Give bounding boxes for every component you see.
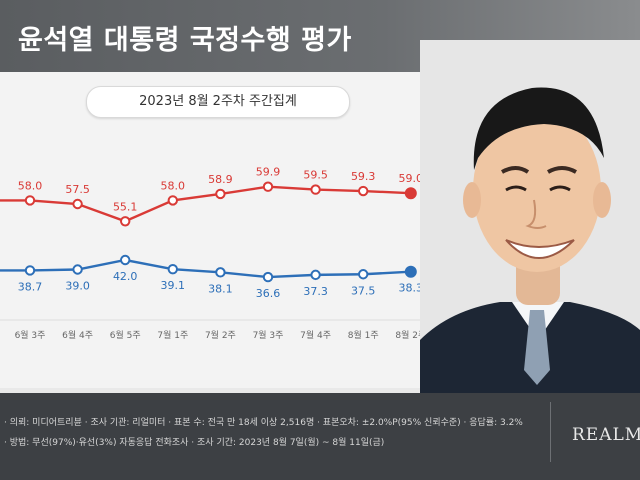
data-label-0-3: 58.0 (161, 179, 186, 192)
survey-footnote-line-1: · 의뢰: 미디어트리뷴 · 조사 기관: 리얼미터 · 표본 수: 전국 만 … (4, 418, 523, 428)
data-label-0-0: 58.0 (18, 179, 43, 192)
data-point-1-5 (262, 271, 274, 283)
data-point-0-4 (215, 188, 226, 200)
data-point-0-2 (120, 216, 131, 227)
series-line-1 (0, 258, 411, 279)
x-tick-label-7: 8월 1주 (348, 329, 379, 341)
subtitle-pill: 2023년 8월 2주차 주간집계 (86, 86, 350, 118)
data-point-0-1 (72, 198, 83, 210)
data-label-0-2: 55.1 (113, 200, 138, 213)
data-label-1-2: 42.0 (113, 270, 138, 283)
series-line-0 (0, 185, 411, 223)
chart-panel (0, 72, 490, 388)
line-chart: 58.0 57.5 55.1 58.0 58.9 59.9 59.5 59.3 59.0 38.7… (0, 166, 450, 341)
data-point-1-4 (215, 267, 226, 278)
data-point-1-0 (24, 265, 36, 276)
x-tick-label-5: 7월 3주 (253, 329, 284, 341)
data-point-0-0 (24, 195, 36, 206)
data-label-1-7: 37.5 (351, 284, 376, 297)
data-point-1-3 (167, 263, 179, 275)
x-tick-label-3: 7월 1주 (157, 329, 188, 341)
data-point-0-6 (310, 184, 321, 195)
chart-subtitle: 2023년 8월 2주차 주간집계 (139, 94, 297, 109)
data-label-1-1: 39.0 (65, 280, 90, 293)
footer-divider (550, 402, 551, 462)
data-point-1-8 (404, 265, 417, 278)
data-point-0-8 (404, 187, 417, 200)
data-label-1-4: 38.1 (208, 282, 233, 295)
data-point-1-1 (72, 264, 83, 275)
survey-footnote-line-2: · 방법: 무선(97%)·유선(3%) 자동응답 전화조사 · 조사 기간: … (4, 438, 385, 448)
data-label-1-8: 38.3 (399, 282, 424, 295)
data-point-0-3 (167, 195, 179, 206)
chart-title: 윤석열 대통령 국정수행 평가 (18, 25, 352, 56)
president-portrait-image (420, 40, 640, 393)
data-label-1-5: 36.6 (256, 287, 281, 300)
data-label-0-6: 59.5 (303, 169, 328, 182)
data-point-1-7 (358, 269, 369, 280)
data-label-0-7: 59.3 (351, 170, 376, 183)
data-label-0-4: 58.9 (208, 173, 233, 186)
realmeter-logo: REALMETER (572, 425, 640, 445)
footer-band (0, 393, 640, 480)
x-tick-label-1: 6월 4주 (62, 329, 93, 341)
x-tick-label-2: 6월 5주 (110, 329, 141, 341)
x-tick-label-0: 6월 3주 (15, 329, 46, 341)
x-tick-label-6: 7월 4주 (300, 329, 331, 341)
data-label-0-5: 59.9 (256, 166, 281, 179)
data-point-1-2 (120, 254, 131, 266)
data-point-0-5 (262, 181, 274, 192)
x-tick-label-4: 7월 2주 (205, 329, 236, 341)
data-point-1-6 (310, 269, 321, 281)
data-label-1-0: 38.7 (18, 280, 43, 293)
data-label-0-8: 59.0 (399, 172, 424, 185)
data-point-0-7 (358, 185, 369, 197)
data-label-0-1: 57.5 (65, 183, 90, 196)
header-band: 윤석열 대통령 국정수행 평가 (0, 0, 640, 72)
x-tick-label-8: 8월 2주 (395, 329, 426, 341)
data-label-1-6: 37.3 (303, 285, 328, 298)
data-label-1-3: 39.1 (161, 279, 186, 292)
